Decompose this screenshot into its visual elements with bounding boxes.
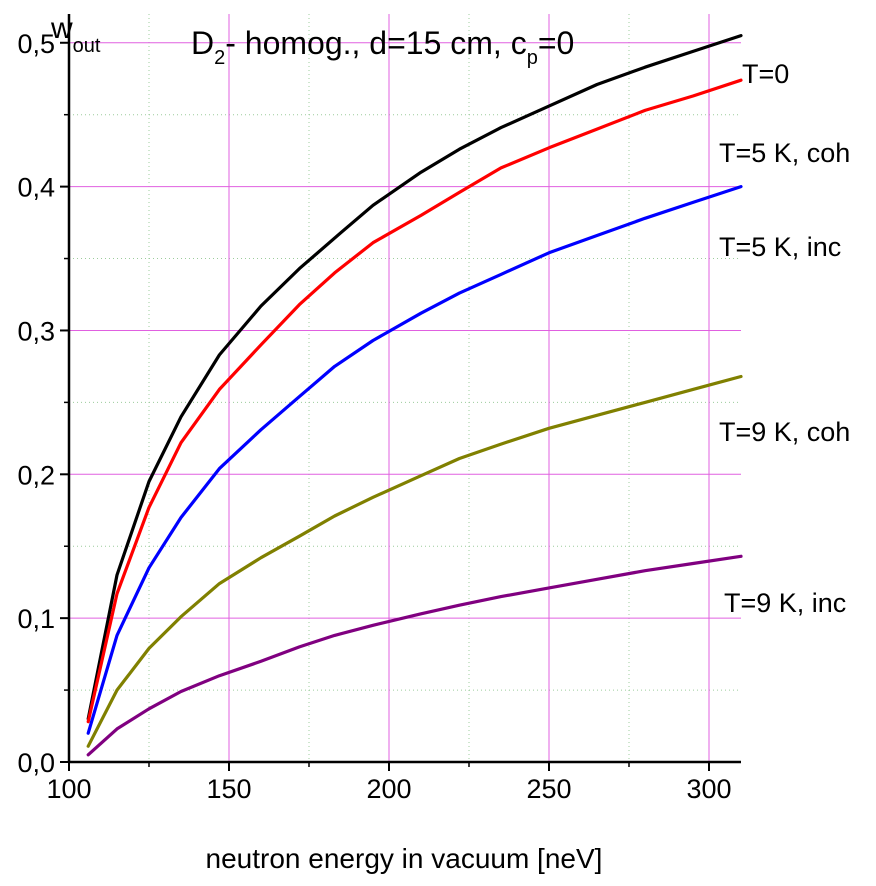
chart-title: D2- homog., d=15 cm, cp=0	[191, 25, 574, 69]
x-tick-label: 300	[686, 774, 731, 804]
x-tick-label: 200	[366, 774, 411, 804]
x-tick-label: 250	[526, 774, 571, 804]
y-tick-label: 0,2	[17, 460, 55, 490]
series-line-1	[86, 33, 743, 721]
x-tick-label: 150	[206, 774, 251, 804]
x-axis-label: neutron energy in vacuum [neV]	[206, 843, 603, 874]
axis-ticks: 100 150 200 250 300 0,0 0,1 0,2 0,3 0,4 0,5	[17, 29, 731, 804]
x-tick-label: 100	[46, 774, 91, 804]
series-line-4	[86, 374, 743, 748]
y-tick-label: 0,4	[17, 173, 55, 203]
series-line-2	[86, 78, 743, 724]
series-line-3	[86, 185, 743, 735]
grid	[69, 14, 741, 762]
y-axis-label: wout	[50, 12, 101, 57]
y-tick-label: 0,0	[17, 748, 55, 778]
series-label-4: T=9 K, coh	[719, 417, 850, 447]
y-tick-label: 0,3	[17, 316, 55, 346]
series-line-5	[86, 554, 743, 757]
series-label-2: T=5 K, coh	[719, 138, 850, 168]
y-tick-label: 0,1	[17, 604, 55, 634]
y-tick-label: 0,5	[17, 29, 55, 59]
series-label-3: T=5 K, inc	[719, 232, 841, 262]
series-label-5: T=9 K, inc	[724, 588, 846, 618]
series-label-1: T=0	[742, 59, 789, 89]
series-labels: T=0 T=5 K, coh T=5 K, inc T=9 K, coh T=9 K, …	[719, 59, 850, 618]
plot-frame	[67, 14, 741, 764]
series-lines	[86, 33, 743, 757]
